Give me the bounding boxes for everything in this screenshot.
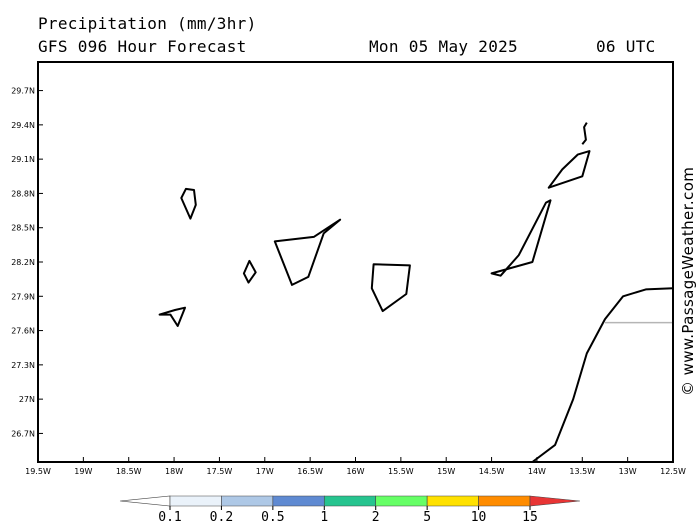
lat-tick-label: 27N — [19, 395, 35, 404]
la-palma-coastline — [180, 187, 197, 220]
legend-label: 1 — [320, 510, 328, 525]
el-hierro-coastline — [158, 306, 186, 327]
forecast-time: 06 UTC — [596, 37, 656, 56]
legend-color-swatch — [529, 495, 581, 507]
forecast-model-label: GFS 096 Hour Forecast — [38, 37, 247, 56]
lon-tick-label: 16W — [346, 467, 364, 476]
lon-tick-label: 15W — [437, 467, 455, 476]
lon-tick-label: 14.5W — [479, 467, 505, 476]
lon-tick-label: 18W — [165, 467, 183, 476]
lat-tick-label: 29.7N — [11, 87, 35, 96]
lon-tick-label: 13.5W — [569, 467, 595, 476]
legend-label: 5 — [423, 510, 431, 525]
lon-tick-label: 15.5W — [388, 467, 414, 476]
lat-tick-label: 29.1N — [11, 155, 35, 164]
coastline-layer — [158, 122, 674, 463]
lat-tick-label: 28.5N — [11, 224, 35, 233]
lon-tick-label: 13W — [619, 467, 637, 476]
legend-color-swatch — [272, 495, 325, 507]
gran-canaria-coastline — [370, 263, 411, 313]
legend-label: 2 — [372, 510, 380, 525]
axis-layer: 29.7N 29.4N 29.1N 28.8N 28.5N 28.2N 27.9N 27.6N… — [11, 87, 686, 476]
lon-tick-label: 17W — [256, 467, 274, 476]
lon-tick-label: 19W — [74, 467, 92, 476]
legend-label: 15 — [522, 510, 538, 525]
lon-tick-label: 18.5W — [116, 467, 142, 476]
legend-label: 10 — [471, 510, 487, 525]
legend-color-swatch — [375, 495, 428, 507]
forecast-date: Mon 05 May 2025 — [369, 37, 518, 56]
graciosa-coastline — [581, 122, 588, 145]
african-coast-coastline — [531, 287, 674, 463]
lon-tick-label: 14W — [528, 467, 546, 476]
lon-tick-label: 16.5W — [297, 467, 323, 476]
lat-tick-label: 26.7N — [11, 429, 35, 438]
la-gomera-coastline — [242, 259, 257, 284]
legend-color-swatch — [119, 495, 171, 507]
legend-color-swatch — [478, 495, 531, 507]
map-frame — [37, 61, 674, 463]
lon-tick-label: 12.5W — [660, 467, 686, 476]
tenerife-coastline — [273, 218, 342, 286]
legend-color-swatch — [426, 495, 479, 507]
legend-label: 0.2 — [210, 510, 233, 525]
lanzarote-coastline — [547, 150, 591, 189]
lat-tick-label: 28.8N — [11, 189, 35, 198]
lat-tick-label: 27.3N — [11, 361, 35, 370]
legend-label: 0.5 — [261, 510, 284, 525]
lat-tick-label: 28.2N — [11, 258, 35, 267]
lon-tick-label: 19.5W — [25, 467, 51, 476]
precipitation-legend: 0.1 0.2 0.5 1 2 5 10 15 — [119, 495, 581, 525]
lat-tick-label: 27.9N — [11, 292, 35, 301]
lat-tick-label: 29.4N — [11, 121, 35, 130]
legend-label: 0.1 — [158, 510, 181, 525]
lat-tick-label: 27.6N — [11, 327, 35, 336]
legend-color-swatch — [323, 495, 377, 507]
chart-title: Precipitation (mm/3hr) — [38, 14, 257, 33]
legend-color-swatch — [221, 495, 274, 507]
lon-tick-label: 17.5W — [207, 467, 233, 476]
fuerteventura-coastline — [490, 199, 552, 277]
legend-color-swatch — [169, 495, 222, 507]
